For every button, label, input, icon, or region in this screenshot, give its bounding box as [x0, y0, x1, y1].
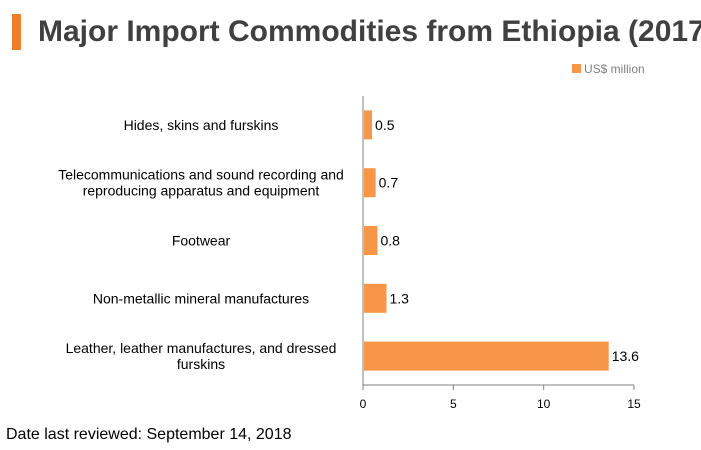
data-label: 0.7 — [379, 175, 399, 191]
bar — [364, 168, 376, 198]
data-label: 0.8 — [380, 233, 400, 249]
category-label-line: Non-metallic mineral manufactures — [93, 290, 309, 306]
legend-label: US$ million — [584, 62, 645, 76]
bar — [364, 283, 387, 313]
data-label: 0.5 — [375, 117, 395, 133]
category-label: Hides, skins and furskins — [124, 117, 279, 133]
category-label-line: furskins — [177, 356, 225, 372]
bar — [364, 110, 373, 140]
legend-swatch — [572, 64, 581, 73]
date-last-reviewed: Date last reviewed: September 14, 2018 — [6, 426, 292, 443]
category-label-line: Hides, skins and furskins — [124, 117, 279, 133]
x-tick-label: 5 — [450, 397, 457, 411]
category-label: Footwear — [172, 233, 231, 249]
bar — [364, 341, 609, 371]
category-label-line: Telecommunications and sound recording a… — [58, 167, 344, 183]
category-label-line: Leather, leather manufactures, and dress… — [66, 340, 337, 356]
x-tick-label: 15 — [627, 397, 641, 411]
title-accent-bar — [12, 14, 21, 50]
data-label: 13.6 — [612, 348, 639, 364]
x-tick-label: 10 — [537, 397, 551, 411]
category-label: Telecommunications and sound recording a… — [58, 167, 344, 199]
chart-title: Major Import Commodities from Ethiopia (… — [38, 15, 701, 48]
category-label-line: reproducing apparatus and equipment — [83, 183, 320, 199]
bar — [364, 226, 378, 255]
category-label: Leather, leather manufactures, and dress… — [66, 340, 337, 372]
bar-chart: 0 5 10 15 0.5 Hides, skins and furskins 0.7 Tel… — [58, 62, 645, 411]
x-tick-label: 0 — [360, 397, 367, 411]
category-label: Non-metallic mineral manufactures — [93, 290, 309, 306]
category-label-line: Footwear — [172, 233, 231, 249]
data-label: 1.3 — [389, 290, 409, 306]
